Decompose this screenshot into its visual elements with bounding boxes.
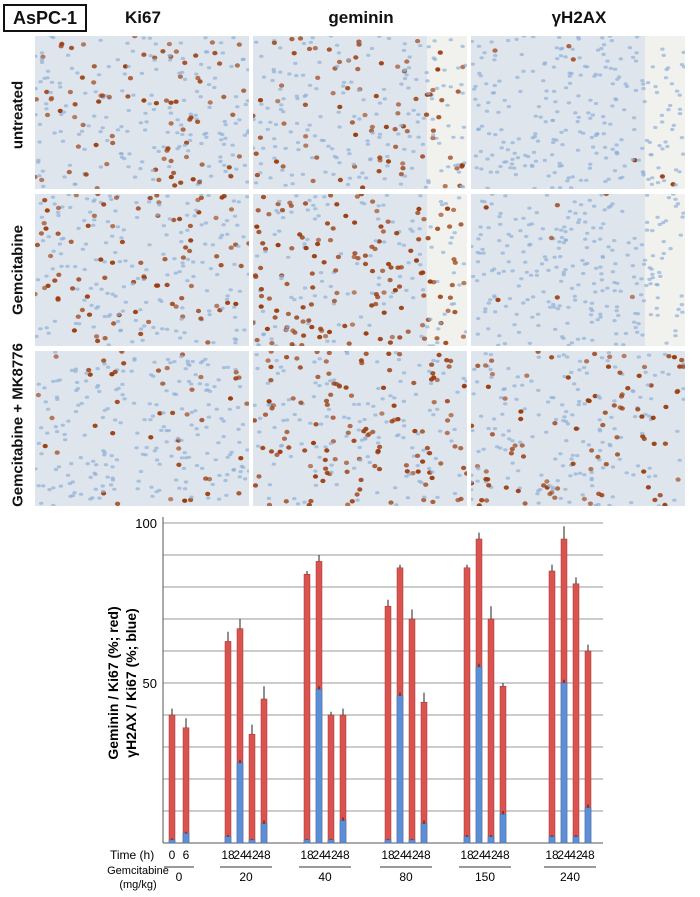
x-tick-dose: 20 — [239, 870, 253, 884]
x-tick-time: 18 — [300, 848, 314, 862]
bar-blue — [303, 839, 311, 844]
row-label-untreated: untreated — [9, 80, 27, 150]
bar-blue — [248, 839, 256, 844]
x-tick-time: 24 — [393, 848, 407, 862]
bar-blue — [499, 813, 507, 844]
bar-blue — [572, 836, 580, 844]
y-tick-label: 50 — [143, 676, 157, 691]
x-tick-time: 6 — [183, 848, 190, 862]
x-tick-time: 42 — [569, 848, 583, 862]
dose-axis-label-line2: (mg/kg) — [119, 879, 156, 891]
x-tick-time: 48 — [581, 848, 595, 862]
bar-red — [408, 618, 416, 844]
x-tick-time: 42 — [324, 848, 338, 862]
micrograph-gemcitabine-gh2ax — [471, 194, 685, 346]
bar-red — [548, 570, 556, 844]
y-tick-label: 100 — [135, 516, 157, 531]
x-tick-time: 42 — [405, 848, 419, 862]
bar-red — [384, 605, 392, 844]
bar-blue — [384, 839, 392, 844]
micrograph-gemcitabine-ki67 — [35, 194, 249, 346]
x-tick-time: 48 — [257, 848, 271, 862]
cell-line-label: AsPC-1 — [3, 4, 87, 32]
column-header-ki67: Ki67 — [125, 8, 161, 27]
x-tick-time: 24 — [557, 848, 571, 862]
bar-red — [303, 573, 311, 844]
x-tick-time: 48 — [496, 848, 510, 862]
time-axis-label: Time (h) — [110, 848, 154, 862]
x-tick-time: 18 — [381, 848, 395, 862]
bar-blue — [236, 762, 244, 844]
column-header-geminin: geminin — [328, 8, 394, 27]
bar-red — [224, 641, 232, 844]
bar-red — [327, 714, 335, 844]
x-tick-dose: 240 — [560, 870, 580, 884]
column-header-gh2ax: γH2AX — [551, 8, 607, 27]
x-tick-time: 18 — [460, 848, 474, 862]
bar-blue — [560, 682, 568, 844]
x-tick-dose: 150 — [475, 870, 495, 884]
bar-red — [487, 618, 495, 844]
bar-blue — [548, 836, 556, 844]
x-tick-time: 42 — [245, 848, 259, 862]
x-tick-time: 18 — [221, 848, 235, 862]
bar-chart: 100 50 Geminin / Ki67 (%; red) γH2AX / Ki67… — [105, 516, 603, 891]
micrograph-combo-geminin — [253, 351, 467, 506]
micrograph-untreated-geminin — [253, 36, 467, 189]
x-tick-time: 42 — [484, 848, 498, 862]
micrograph-combo-gh2ax — [471, 351, 685, 506]
micrograph-gemcitabine-geminin — [253, 194, 467, 346]
bar-blue — [260, 823, 268, 844]
x-tick-time: 48 — [336, 848, 350, 862]
x-tick-time: 24 — [233, 848, 247, 862]
x-tick-time: 24 — [472, 848, 486, 862]
bar-red — [182, 727, 190, 844]
y-axis-title-line2: γH2AX / Ki67 (%; blue) — [123, 608, 139, 757]
bar-blue — [584, 807, 592, 844]
bar-blue — [475, 666, 483, 844]
dose-axis-label-line1: Gemcitabine — [107, 865, 169, 877]
row-label-gemcitabine: Gemcitabine — [9, 224, 27, 316]
bar-red — [463, 567, 471, 844]
bar-red — [168, 714, 176, 844]
x-tick-time: 24 — [312, 848, 326, 862]
x-tick-dose: 80 — [399, 870, 413, 884]
bar-blue — [487, 836, 495, 844]
x-tick-dose: 0 — [176, 870, 183, 884]
micrograph-combo-ki67 — [35, 351, 249, 506]
bar-red — [572, 583, 580, 844]
x-tick-time: 18 — [545, 848, 559, 862]
row-label-gemcitabine-mk8776: Gemcitabine + MK8776 — [9, 343, 27, 507]
micrograph-untreated-gh2ax — [471, 36, 685, 189]
x-tick-time: 48 — [417, 848, 431, 862]
bar-red — [248, 733, 256, 844]
x-tick-time: 0 — [169, 848, 176, 862]
bar-blue — [420, 823, 428, 844]
bar-blue — [315, 689, 323, 844]
x-tick-dose: 40 — [318, 870, 332, 884]
micrograph-untreated-ki67 — [35, 36, 249, 189]
bar-blue — [168, 839, 176, 844]
bar-blue — [327, 839, 335, 844]
bar-blue — [463, 836, 471, 844]
bar-blue — [396, 695, 404, 844]
y-axis-title-line1: Geminin / Ki67 (%; red) — [105, 606, 121, 759]
bar-blue — [339, 820, 347, 844]
bar-blue — [182, 833, 190, 844]
bar-blue — [408, 839, 416, 844]
bar-blue — [224, 836, 232, 844]
